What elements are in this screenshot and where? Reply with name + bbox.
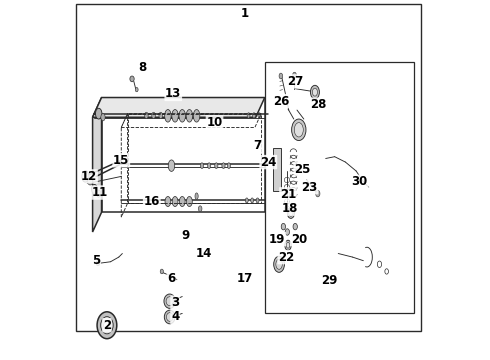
Text: 5: 5 — [92, 254, 100, 267]
Ellipse shape — [279, 73, 283, 79]
Ellipse shape — [130, 76, 134, 82]
Text: 23: 23 — [301, 181, 318, 194]
Ellipse shape — [165, 197, 171, 207]
Ellipse shape — [293, 72, 296, 78]
Ellipse shape — [159, 112, 163, 119]
Text: 17: 17 — [237, 272, 253, 285]
Ellipse shape — [195, 193, 198, 199]
Ellipse shape — [194, 109, 200, 122]
Text: 14: 14 — [196, 247, 212, 260]
Ellipse shape — [286, 242, 290, 248]
Text: 21: 21 — [280, 188, 296, 201]
Text: 28: 28 — [310, 98, 327, 111]
Ellipse shape — [179, 197, 185, 207]
Ellipse shape — [101, 114, 105, 121]
Text: 24: 24 — [260, 156, 276, 168]
Ellipse shape — [245, 198, 248, 203]
Text: 19: 19 — [269, 233, 286, 246]
Ellipse shape — [96, 108, 102, 119]
Ellipse shape — [168, 160, 175, 171]
Ellipse shape — [316, 190, 320, 197]
Text: 6: 6 — [168, 272, 175, 285]
Ellipse shape — [247, 113, 250, 118]
Ellipse shape — [198, 206, 202, 212]
Ellipse shape — [285, 229, 290, 235]
Text: 1: 1 — [241, 7, 249, 20]
Text: 22: 22 — [278, 251, 294, 264]
Ellipse shape — [187, 197, 192, 207]
Text: 11: 11 — [92, 186, 108, 199]
Text: 26: 26 — [272, 95, 289, 108]
Ellipse shape — [287, 208, 294, 219]
Text: 7: 7 — [253, 139, 262, 152]
Ellipse shape — [256, 198, 259, 203]
Text: 12: 12 — [81, 170, 97, 183]
Ellipse shape — [222, 163, 225, 168]
Text: 2: 2 — [103, 319, 111, 332]
Ellipse shape — [281, 224, 286, 230]
Ellipse shape — [100, 317, 113, 334]
Polygon shape — [101, 98, 265, 212]
Text: 25: 25 — [294, 163, 311, 176]
Polygon shape — [93, 98, 265, 117]
Text: 9: 9 — [182, 229, 190, 242]
Text: 18: 18 — [282, 202, 298, 215]
Text: 15: 15 — [113, 154, 129, 167]
Text: 30: 30 — [352, 175, 368, 188]
Ellipse shape — [82, 171, 89, 182]
Text: 16: 16 — [144, 195, 160, 208]
Ellipse shape — [172, 197, 178, 207]
Ellipse shape — [172, 109, 178, 122]
Ellipse shape — [164, 310, 175, 324]
Ellipse shape — [97, 312, 117, 339]
Bar — [273, 148, 281, 191]
Ellipse shape — [166, 297, 173, 306]
Text: 3: 3 — [171, 296, 179, 309]
Ellipse shape — [145, 112, 148, 119]
Ellipse shape — [274, 256, 285, 273]
Text: 13: 13 — [165, 87, 181, 100]
Ellipse shape — [97, 190, 101, 197]
Polygon shape — [93, 98, 101, 232]
Ellipse shape — [164, 294, 175, 309]
Ellipse shape — [186, 109, 193, 122]
Ellipse shape — [92, 184, 97, 193]
Ellipse shape — [160, 269, 164, 274]
Ellipse shape — [96, 261, 100, 266]
Ellipse shape — [276, 259, 282, 269]
Ellipse shape — [88, 177, 93, 185]
Ellipse shape — [215, 163, 218, 168]
Ellipse shape — [251, 198, 254, 203]
Text: 8: 8 — [139, 60, 147, 73]
Ellipse shape — [167, 313, 173, 321]
Ellipse shape — [165, 109, 171, 122]
Ellipse shape — [227, 163, 230, 168]
Text: 27: 27 — [287, 75, 303, 88]
Bar — [265, 62, 414, 313]
Ellipse shape — [252, 113, 255, 118]
Ellipse shape — [311, 85, 319, 99]
Ellipse shape — [293, 224, 297, 230]
Ellipse shape — [289, 210, 293, 216]
Ellipse shape — [208, 163, 211, 168]
Ellipse shape — [152, 112, 155, 119]
Ellipse shape — [104, 321, 110, 329]
Ellipse shape — [135, 87, 138, 92]
Text: 20: 20 — [291, 233, 307, 246]
Text: 10: 10 — [206, 116, 222, 129]
Ellipse shape — [292, 119, 306, 140]
Ellipse shape — [285, 240, 291, 250]
Ellipse shape — [294, 123, 303, 137]
Ellipse shape — [200, 163, 203, 168]
Text: 29: 29 — [321, 274, 338, 287]
Ellipse shape — [179, 109, 186, 122]
Ellipse shape — [313, 88, 318, 96]
Ellipse shape — [258, 113, 261, 118]
Text: 4: 4 — [171, 310, 179, 324]
